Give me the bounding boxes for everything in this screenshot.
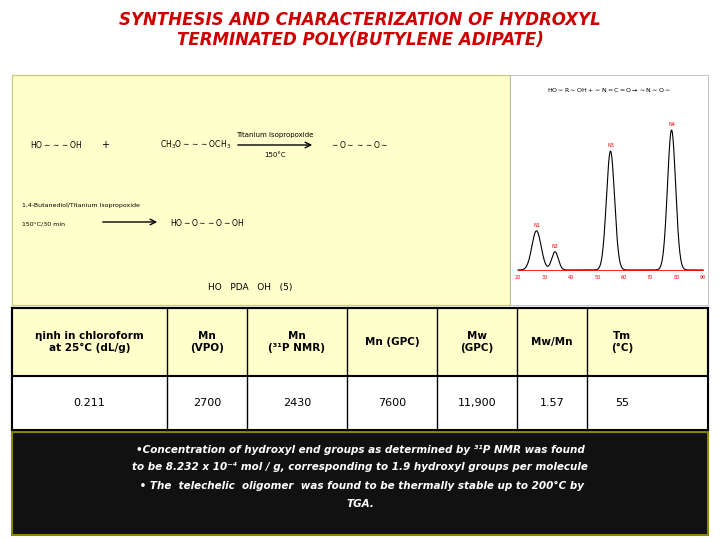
Text: •Concentration of hydroxyl end groups as determined by ³¹P NMR was found: •Concentration of hydroxyl end groups as…: [135, 445, 585, 455]
Text: • The  telechelic  oligomer  was found to be thermally stable up to 200°C by: • The telechelic oligomer was found to b…: [136, 481, 584, 491]
Text: $\sf{CH_3O{\sim}{\sim}{\sim}OCH_3}$: $\sf{CH_3O{\sim}{\sim}{\sim}OCH_3}$: [160, 139, 231, 151]
Text: $\sf{HO{\sim}{\sim}{\sim}OH}$: $\sf{HO{\sim}{\sim}{\sim}OH}$: [30, 139, 83, 151]
Text: Mw
(GPC): Mw (GPC): [460, 331, 494, 353]
Text: HO   PDA   OH   (5): HO PDA OH (5): [208, 283, 292, 292]
Text: Mn
(³¹P NMR): Mn (³¹P NMR): [269, 331, 325, 353]
Bar: [510, 75, 708, 305]
Text: 90: 90: [700, 275, 706, 280]
Text: 80: 80: [673, 275, 680, 280]
Bar: [12, 376, 708, 430]
Text: 50: 50: [594, 275, 600, 280]
Text: 11,900: 11,900: [458, 398, 496, 408]
Text: TERMINATED POLY(BUTYLENE ADIPATE): TERMINATED POLY(BUTYLENE ADIPATE): [176, 31, 544, 49]
Text: Mn
(VPO): Mn (VPO): [190, 331, 224, 353]
Text: 2700: 2700: [193, 398, 221, 408]
Text: 7600: 7600: [378, 398, 406, 408]
Text: 0.211: 0.211: [73, 398, 105, 408]
Text: 70: 70: [647, 275, 653, 280]
Text: 30: 30: [541, 275, 547, 280]
Text: ηinh in chloroform
at 25°C (dL/g): ηinh in chloroform at 25°C (dL/g): [35, 331, 144, 353]
Text: N3: N3: [607, 143, 614, 148]
Text: 1.57: 1.57: [539, 398, 564, 408]
Text: 1,4-Butanediol/Titanium Isopropoxide: 1,4-Butanediol/Titanium Isopropoxide: [22, 203, 140, 208]
Text: Mn (GPC): Mn (GPC): [365, 337, 419, 347]
Text: Mw/Mn: Mw/Mn: [531, 337, 572, 347]
Text: N2: N2: [552, 244, 559, 249]
Text: 40: 40: [568, 275, 574, 280]
Text: TGA.: TGA.: [346, 499, 374, 509]
Text: +: +: [101, 140, 109, 150]
Text: 150°C/30 min: 150°C/30 min: [22, 222, 65, 227]
Text: SYNTHESIS AND CHARACTERIZATION OF HYDROXYL: SYNTHESIS AND CHARACTERIZATION OF HYDROX…: [119, 11, 601, 29]
Text: $\sf{HO{\sim}O{\sim}{\sim}O{\sim}OH}$: $\sf{HO{\sim}O{\sim}{\sim}O{\sim}OH}$: [170, 217, 244, 227]
Bar: [12, 75, 510, 305]
Text: 150°C: 150°C: [264, 152, 286, 158]
Text: 20: 20: [515, 275, 521, 280]
Text: 55: 55: [615, 398, 629, 408]
Text: Tm
(°C): Tm (°C): [611, 331, 633, 353]
Bar: [12, 432, 708, 535]
Text: to be 8.232 x 10⁻⁴ mol / g, corresponding to 1.9 hydroxyl groups per molecule: to be 8.232 x 10⁻⁴ mol / g, correspondin…: [132, 462, 588, 472]
Text: $\sf{HO{\sim}R{\sim}OH + {\sim}N=C=O \rightarrow {\sim}N{\sim}O{\sim}}$: $\sf{HO{\sim}R{\sim}OH + {\sim}N=C=O \ri…: [547, 86, 671, 94]
Bar: [12, 308, 708, 430]
Text: $\sf{{\sim}O{\sim}{\sim}{\sim}O{\sim}}$: $\sf{{\sim}O{\sim}{\sim}{\sim}O{\sim}}$: [330, 139, 389, 151]
Text: N1: N1: [533, 223, 540, 228]
Text: 60: 60: [621, 275, 627, 280]
Text: N4: N4: [668, 122, 675, 127]
Text: 2430: 2430: [283, 398, 311, 408]
Text: Titanium Isopropoxide: Titanium Isopropoxide: [236, 132, 314, 138]
